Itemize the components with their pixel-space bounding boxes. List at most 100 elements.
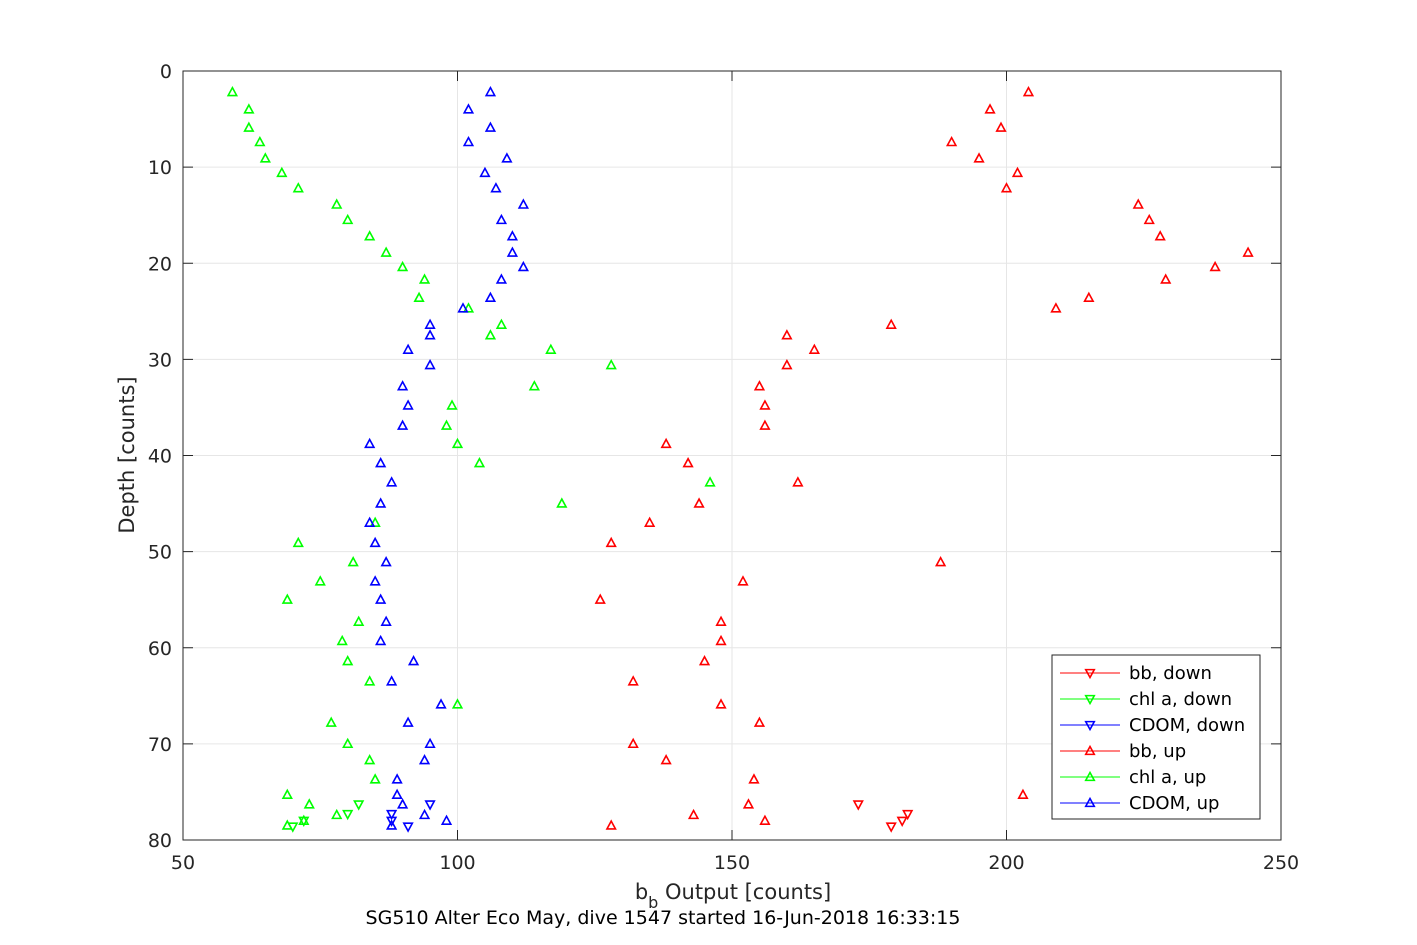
data-point [364,437,376,449]
data-point [902,809,914,821]
legend-entry: CDOM, up [1060,793,1219,814]
data-point [687,808,700,820]
data-point [380,246,392,257]
data-point [369,575,381,586]
data-point [484,291,497,303]
data-point [413,291,425,303]
data-point [1083,291,1095,303]
x-tick-label: 100 [439,852,475,874]
data-point [386,675,398,686]
x-axis-label-base: b [635,880,648,904]
y-tick-label: 10 [148,157,172,179]
legend-swatch-marker [1084,668,1096,680]
data-point [375,457,387,468]
data-point [364,675,376,686]
data-point [495,318,508,329]
data-point [451,698,464,709]
data-point [396,798,409,809]
legend-entry: chl a, down [1060,689,1232,710]
legend-label: CDOM, up [1129,793,1219,814]
data-point [896,816,908,827]
y-tick-label: 50 [148,542,172,564]
data-point [627,675,639,686]
data-point [973,152,985,163]
data-point [418,273,431,284]
data-point [424,358,436,370]
data-point [545,343,557,354]
data-point [704,476,716,487]
data-point [490,182,502,193]
data-point [314,575,326,586]
data-point [386,809,398,821]
data-point [407,655,420,666]
data-point [353,800,365,811]
data-point [605,358,617,370]
y-tick-label: 80 [148,830,172,852]
data-point [781,358,793,370]
data-point [945,135,958,147]
data-point [396,260,409,272]
data-point [369,773,381,784]
data-point [457,302,469,313]
series-chl-a-down [287,800,365,833]
data-point [391,788,403,799]
data-point [446,399,458,410]
figure-caption: SG510 Alter Eco May, dive 1547 started 1… [366,907,961,929]
data-point [375,593,387,604]
y-tick-label: 40 [148,446,172,468]
data-point [292,536,304,548]
x-axis-label-rest: Output [counts] [658,880,831,904]
x-tick-label: 150 [714,852,750,874]
data-point [303,798,315,809]
data-point [748,773,760,784]
legend-entry: bb, down [1060,663,1212,684]
data-point [484,121,497,132]
data-point [342,737,354,749]
data-point [984,103,996,114]
data-point [753,716,766,727]
data-point [501,152,513,163]
data-point [402,343,414,354]
data-point [1017,788,1029,799]
data-point [682,457,694,468]
data-point [462,103,475,114]
data-point [737,575,749,586]
data-point [506,246,519,257]
data-point [605,536,617,548]
y-tick-label: 0 [160,61,172,83]
data-point [243,103,255,114]
data-point [1154,230,1166,241]
data-point [424,737,436,749]
data-point [364,754,376,765]
data-point [424,318,436,329]
legend-swatch-marker [1084,770,1096,782]
series-chl-a-up [226,85,716,830]
data-point [660,437,672,449]
data-point [364,230,376,241]
data-point [276,166,288,178]
data-point [1000,182,1013,193]
y-tick-label: 30 [148,349,172,371]
data-point [281,819,293,830]
series-cdom-up [364,85,529,830]
data-point [243,121,255,132]
data-point [325,716,337,727]
data-point [759,399,771,410]
data-point [644,516,656,527]
data-point [369,516,381,527]
data-point [1050,302,1062,313]
x-tick-label: 50 [171,852,195,874]
y-tick-label: 20 [148,253,172,275]
data-point [254,135,266,147]
data-point [528,380,540,391]
data-point [852,800,864,811]
x-tick-label: 250 [1263,852,1299,874]
data-point [298,814,310,825]
data-point [605,819,617,830]
legend-label: CDOM, down [1129,715,1245,736]
data-point [808,343,820,354]
data-markers [226,85,1254,833]
data-point [792,476,804,487]
legend-box [1051,654,1261,820]
data-point [281,593,293,604]
